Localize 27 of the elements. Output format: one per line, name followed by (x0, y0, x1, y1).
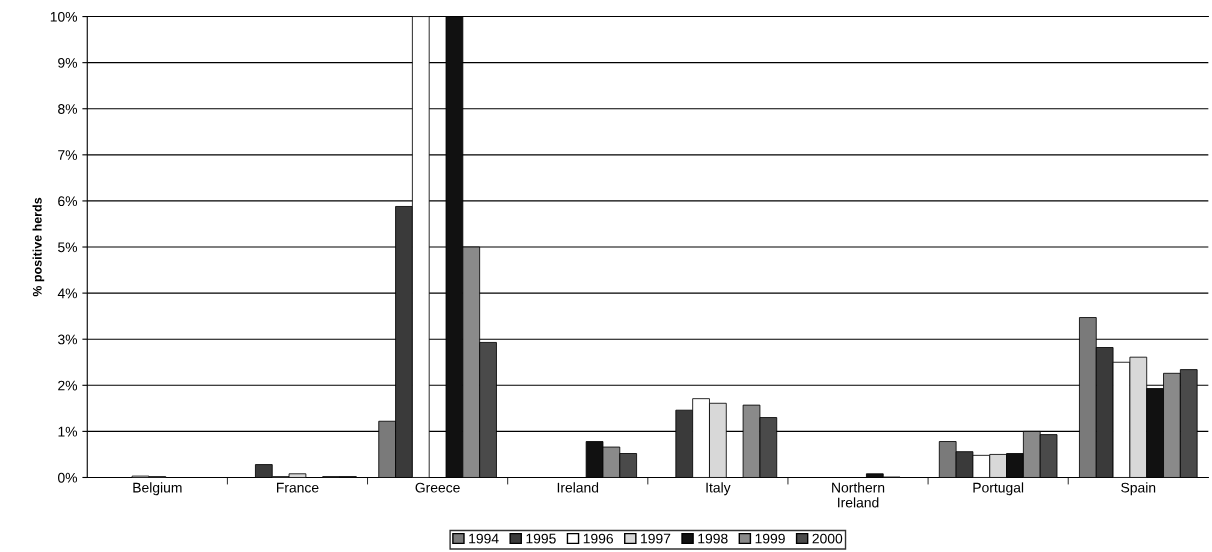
x-tick-label: Ireland (557, 482, 599, 493)
x-tick-label: Italy (706, 482, 731, 496)
x-tick-label: Belgium (133, 482, 182, 496)
y-tick-label: 4% (57, 288, 78, 299)
legend-label: 2000 (812, 533, 843, 544)
y-tick-label: 10% (50, 11, 78, 22)
y-tick-label: 6% (58, 196, 78, 207)
legend-label: 1994 (469, 533, 499, 544)
x-tick-label: Portugal (973, 482, 1024, 496)
y-tick-label: 2% (58, 380, 78, 391)
legend-label: 1997 (641, 533, 671, 544)
legend-label: 1995 (526, 533, 556, 544)
y-tick-label: 7% (58, 150, 78, 160)
y-tick-label: 0% (58, 472, 78, 483)
y-tick-label: 5% (58, 242, 78, 253)
y-tick-label: 1% (58, 426, 78, 437)
x-tick-label: France (277, 482, 319, 493)
y-tick-label: 8% (58, 104, 78, 114)
x-tick-label: Spain (1121, 482, 1156, 496)
legend-label: 1998 (698, 533, 728, 544)
legend-label: 1999 (755, 533, 785, 544)
y-axis-title: % positive herds (32, 197, 45, 297)
x-tick-label: Greece (415, 482, 460, 493)
legend-label: 1996 (583, 533, 614, 544)
y-tick-label: 3% (58, 334, 78, 345)
x-tick-label: Northern Ireland (832, 482, 885, 508)
y-tick-label: 9% (58, 57, 78, 68)
